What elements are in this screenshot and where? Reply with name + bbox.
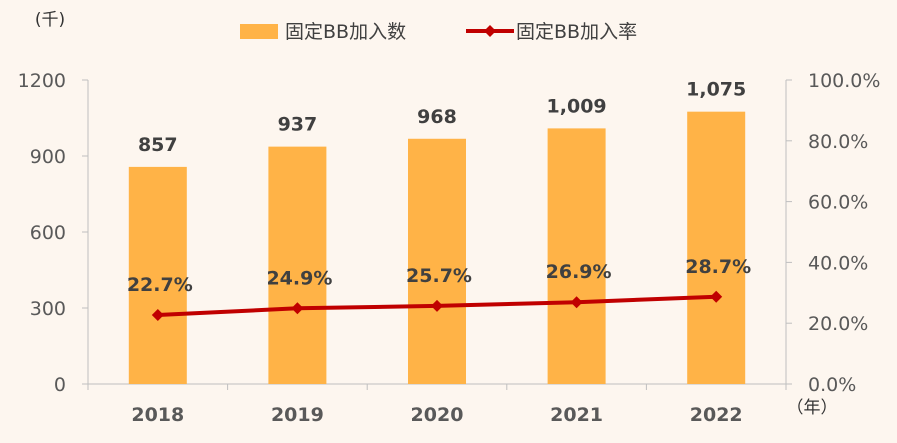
bar-2019 [268, 146, 327, 384]
left-tick-label: 0 [54, 374, 66, 396]
rate-marker-2022 [710, 290, 723, 303]
bar-data-labels: 857 937 968 1,009 1,075 [138, 79, 746, 156]
rate-label-2021: 26.9% [546, 261, 612, 283]
legend-label-line: 固定BB加入率 [516, 21, 637, 43]
legend-swatch-bar [240, 24, 278, 39]
bar-2021 [547, 128, 606, 384]
bar-label-2021: 1,009 [547, 95, 607, 117]
bar-label-2018: 857 [138, 134, 178, 156]
legend: 固定BB加入数 固定BB加入率 [240, 21, 637, 43]
x-tick-label-2022: 2022 [690, 404, 743, 426]
line-data-labels: 22.7% 24.9% 25.7% 26.9% 28.7% [127, 256, 751, 296]
bar-2022 [687, 111, 746, 385]
x-tick-label-2020: 2020 [411, 404, 464, 426]
bar-2018 [128, 166, 187, 384]
bar-2020 [408, 138, 466, 384]
bar-label-2019: 937 [278, 114, 318, 136]
legend-swatch-marker [484, 25, 496, 37]
x-tick-label-2018: 2018 [131, 404, 184, 426]
left-tick-label: 600 [30, 222, 66, 244]
rate-label-2020: 25.7% [406, 265, 472, 287]
x-axis-unit: （年） [787, 398, 838, 418]
x-tick-label-2019: 2019 [271, 404, 324, 426]
left-tick-label: 1200 [18, 70, 66, 92]
left-axis-unit: (千) [35, 10, 65, 30]
rate-label-2022: 28.7% [685, 256, 751, 278]
rate-marker-2019 [291, 302, 304, 315]
right-tick-label: 0.0% [808, 374, 856, 396]
rate-marker-2020 [431, 299, 443, 312]
bar-label-2020: 968 [417, 106, 457, 128]
x-tick-label-2021: 2021 [550, 404, 603, 426]
left-tick-label: 300 [30, 298, 66, 320]
rate-label-2019: 24.9% [266, 267, 332, 289]
legend-label-bar: 固定BB加入数 [285, 21, 406, 43]
rate-label-2018: 22.7% [127, 274, 193, 296]
line-series [151, 290, 723, 321]
right-tick-label: 80.0% [808, 131, 868, 153]
right-axis-ticks: 0.0% 20.0% 40.0% 60.0% 80.0% 100.0% [808, 70, 880, 396]
bar-label-2022: 1,075 [686, 79, 746, 101]
x-axis-ticks: 2018 2019 2020 2021 2022 [131, 404, 742, 426]
left-axis-ticks: 0 300 600 900 1200 [18, 70, 66, 396]
rate-marker-2021 [570, 296, 583, 309]
right-tick-label: 60.0% [808, 192, 868, 214]
rate-marker-2018 [151, 308, 164, 321]
right-tick-label: 40.0% [808, 252, 868, 274]
right-tick-label: 100.0% [808, 70, 880, 92]
bar-series [128, 111, 746, 385]
right-tick-label: 20.0% [808, 313, 868, 335]
left-tick-label: 900 [30, 146, 66, 168]
